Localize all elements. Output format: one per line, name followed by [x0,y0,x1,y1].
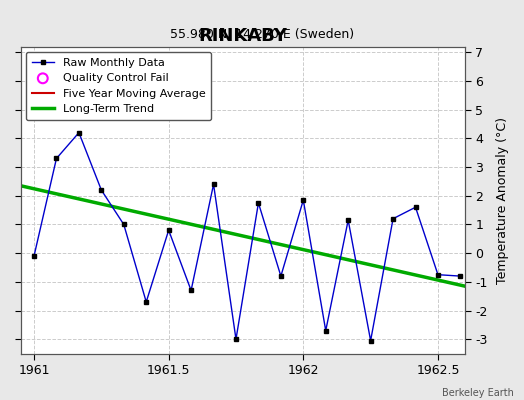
Line: Raw Monthly Data: Raw Monthly Data [31,130,463,343]
Raw Monthly Data [367,338,374,343]
Raw Monthly Data [278,274,284,278]
Y-axis label: Temperature Anomaly (°C): Temperature Anomaly (°C) [496,116,509,284]
Raw Monthly Data [435,272,441,277]
Raw Monthly Data [457,274,464,278]
Raw Monthly Data [76,130,82,135]
Raw Monthly Data [300,198,307,202]
Raw Monthly Data [412,205,419,210]
Raw Monthly Data [166,228,172,232]
Raw Monthly Data [53,156,60,161]
Title: RINKABY: RINKABY [198,27,287,45]
Text: Berkeley Earth: Berkeley Earth [442,388,514,398]
Raw Monthly Data [390,216,396,221]
Raw Monthly Data [188,288,194,293]
Text: 55.980 N, 14.270 E (Sweden): 55.980 N, 14.270 E (Sweden) [170,28,354,41]
Raw Monthly Data [98,188,104,192]
Raw Monthly Data [211,182,217,187]
Raw Monthly Data [323,328,329,333]
Legend: Raw Monthly Data, Quality Control Fail, Five Year Moving Average, Long-Term Tren: Raw Monthly Data, Quality Control Fail, … [26,52,211,120]
Raw Monthly Data [255,200,261,205]
Raw Monthly Data [233,337,239,342]
Raw Monthly Data [345,218,351,222]
Raw Monthly Data [31,254,37,258]
Raw Monthly Data [143,300,149,304]
Raw Monthly Data [121,222,127,227]
